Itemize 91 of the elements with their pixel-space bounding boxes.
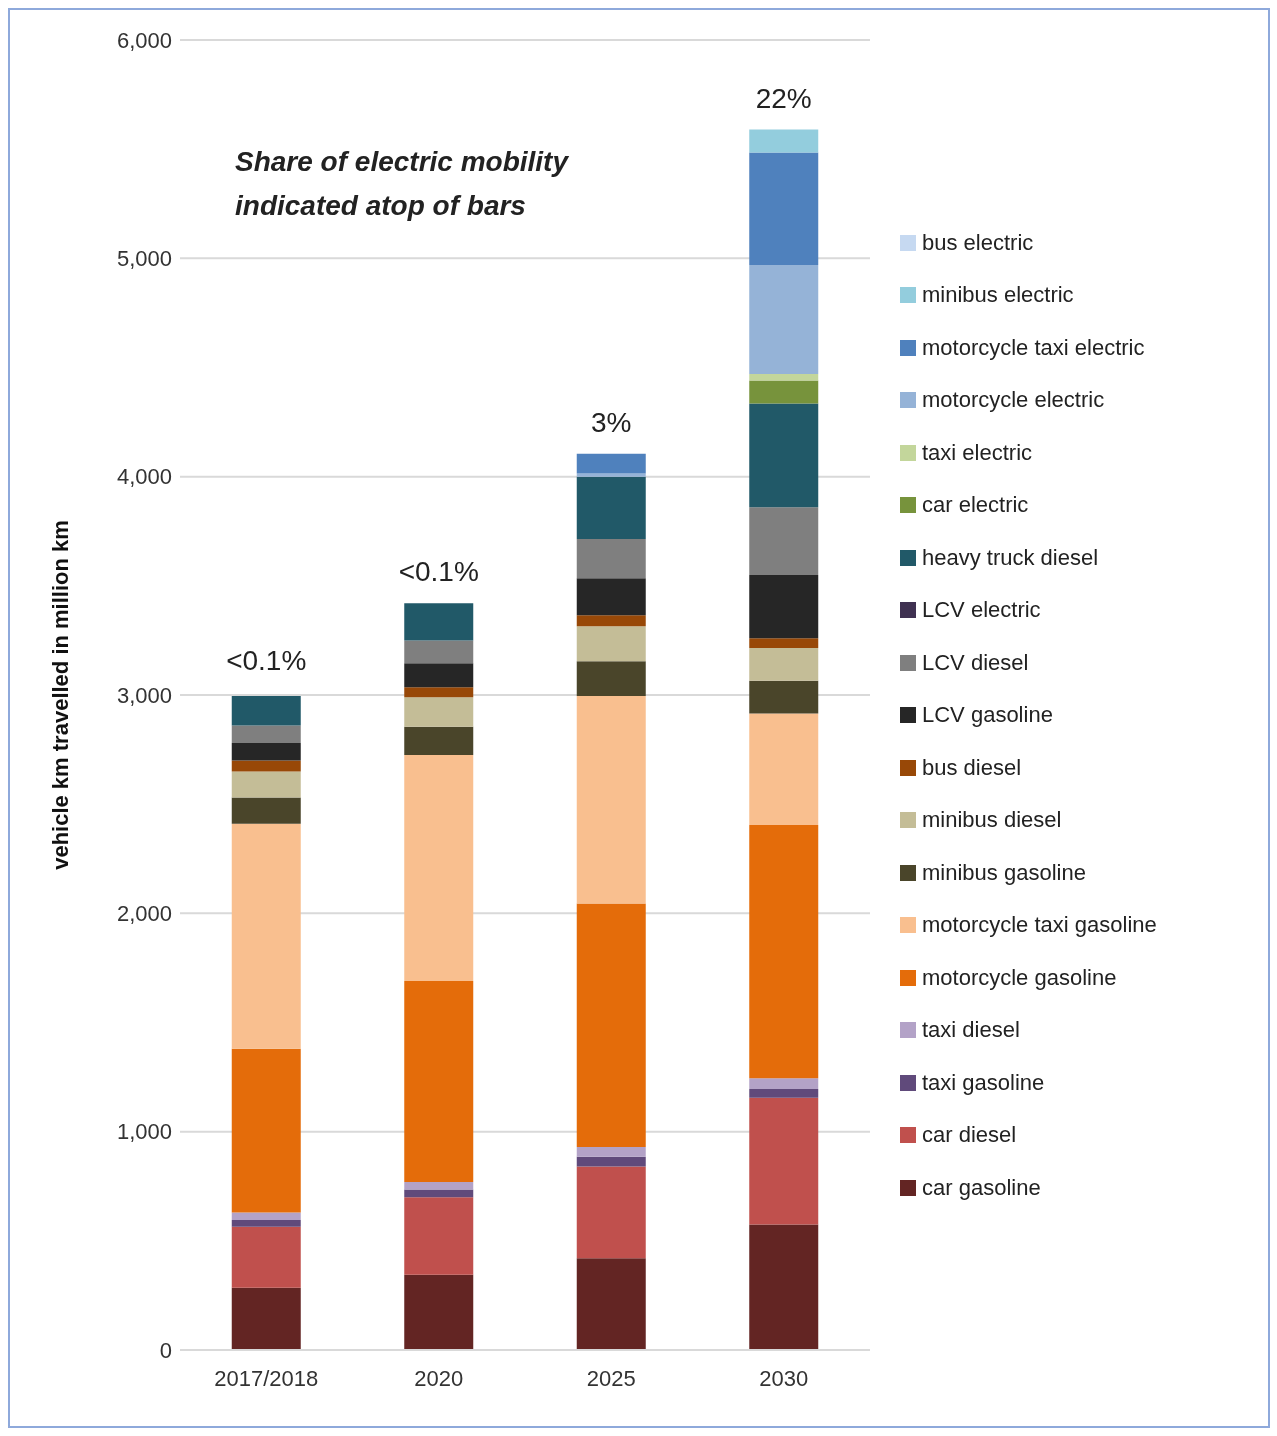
bar — [404, 726, 474, 756]
annotation: <0.1% — [226, 644, 307, 676]
bar — [404, 663, 474, 688]
bar — [404, 687, 474, 698]
bar — [576, 903, 646, 1147]
legend-label: LCV electric — [922, 597, 1041, 623]
bar — [749, 152, 819, 265]
bar — [231, 743, 301, 761]
y-tick-label: 6,000 — [116, 27, 172, 53]
legend-label: motorcycle taxi electric — [922, 334, 1145, 361]
y-tick-label: 5,000 — [116, 246, 172, 272]
x-tick-label: 2017/2018 — [214, 1365, 319, 1391]
bar — [749, 1078, 819, 1090]
bar — [576, 1156, 646, 1167]
bar — [404, 1274, 474, 1350]
annotation: <0.1% — [398, 556, 479, 588]
bar — [404, 1197, 474, 1275]
bar — [404, 697, 474, 727]
y-tick-label: 3,000 — [116, 682, 172, 708]
legend-label: minibus gasoline — [922, 859, 1086, 886]
bar — [749, 680, 819, 714]
bar — [576, 538, 646, 579]
bar — [576, 476, 646, 539]
y-axis-title: vehicle km travelled in million km — [47, 520, 73, 870]
y-tick-label: 4,000 — [116, 464, 172, 490]
legend-label: minibus diesel — [922, 807, 1062, 833]
bar — [749, 374, 819, 381]
legend-label: car gasoline — [922, 1174, 1041, 1201]
legend-label: taxi electric — [922, 439, 1033, 466]
y-tick-label: 2,000 — [116, 901, 172, 927]
legend-label: taxi diesel — [922, 1017, 1020, 1043]
legend-label: bus diesel — [922, 754, 1022, 781]
bar — [749, 1089, 819, 1098]
bar — [749, 507, 819, 575]
bar — [231, 1226, 301, 1288]
bar — [404, 603, 474, 641]
legend-label: heavy truck diesel — [922, 544, 1099, 571]
bar — [231, 797, 301, 824]
legend-label: motorcycle taxi gasoline — [922, 912, 1157, 938]
annotation: 3% — [591, 406, 632, 438]
bar — [576, 1258, 646, 1350]
legend-label: LCV gasoline — [922, 702, 1053, 728]
bar — [231, 1048, 301, 1213]
bar — [576, 473, 646, 477]
bar — [231, 696, 301, 726]
bar — [231, 1220, 301, 1227]
bar — [231, 1212, 301, 1221]
bar — [749, 1097, 819, 1225]
bar — [231, 823, 301, 1049]
bar — [231, 771, 301, 798]
bar — [404, 1189, 474, 1198]
bar — [576, 626, 646, 662]
bar — [749, 638, 819, 649]
bar — [576, 696, 646, 904]
legend-label: motorcycle gasoline — [922, 964, 1117, 991]
legend-label: car electric — [922, 492, 1029, 518]
bar — [404, 755, 474, 982]
bar — [749, 1224, 819, 1350]
bar — [404, 640, 474, 664]
bar — [749, 648, 819, 681]
bar — [576, 1146, 646, 1157]
bar — [576, 578, 646, 616]
annotation: 22% — [755, 82, 812, 114]
legend-label: bus electric — [922, 229, 1034, 256]
bar — [749, 713, 819, 825]
bar — [231, 760, 301, 772]
legend-label: taxi gasoline — [922, 1069, 1045, 1096]
bar — [749, 380, 819, 404]
bar — [231, 725, 301, 744]
bar — [749, 129, 819, 153]
bar — [231, 1287, 301, 1350]
bar — [576, 1166, 646, 1259]
bar — [749, 824, 819, 1079]
legend-label: minibus electric — [922, 282, 1074, 308]
bar — [404, 1181, 474, 1190]
legend-label: motorcycle electric — [922, 387, 1105, 413]
bar — [576, 615, 646, 627]
legend-label: LCV diesel — [922, 649, 1029, 676]
bar — [749, 264, 819, 375]
x-tick-label: 2030 — [759, 1365, 809, 1391]
x-tick-label: 2020 — [414, 1365, 464, 1391]
bar — [749, 574, 819, 639]
bar — [749, 403, 819, 508]
y-tick-label: 0 — [159, 1337, 172, 1363]
bar — [576, 661, 646, 697]
bar — [404, 981, 474, 1182]
bar — [576, 453, 646, 474]
legend-label: car diesel — [922, 1122, 1017, 1148]
x-tick-label: 2025 — [586, 1365, 636, 1391]
y-tick-label: 1,000 — [116, 1119, 172, 1145]
annotation: Share of electric mobility indicated atop of bars — [235, 145, 570, 223]
